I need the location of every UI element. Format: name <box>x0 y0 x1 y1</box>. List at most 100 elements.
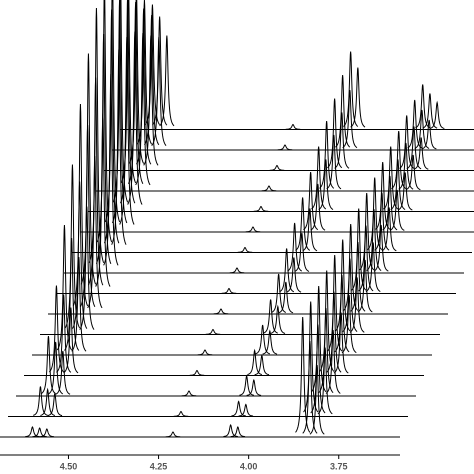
peak <box>413 137 429 170</box>
peak <box>343 51 359 127</box>
peak <box>230 426 246 438</box>
peak <box>310 324 326 414</box>
peak <box>357 259 373 313</box>
peak <box>239 374 254 396</box>
peak <box>223 424 238 438</box>
peak <box>397 172 413 211</box>
peak <box>317 347 333 415</box>
peak <box>197 349 213 356</box>
peak <box>390 159 406 210</box>
peak <box>237 246 253 253</box>
x-tick-label: 4.25 <box>150 461 168 471</box>
peak <box>238 403 254 417</box>
peak <box>40 335 56 395</box>
peak <box>318 159 334 210</box>
peak <box>389 189 405 231</box>
peak <box>32 427 47 438</box>
peak <box>79 206 95 330</box>
peak <box>407 99 423 149</box>
peak <box>181 390 197 397</box>
peak <box>399 115 415 169</box>
peak <box>277 144 293 151</box>
peak <box>245 226 261 233</box>
peak <box>429 100 445 129</box>
peak <box>365 242 381 292</box>
peak <box>374 192 390 251</box>
peak <box>342 89 358 149</box>
peak <box>255 324 271 355</box>
peak <box>221 287 237 294</box>
peak <box>319 120 335 189</box>
peak <box>247 348 262 376</box>
peak <box>279 248 295 293</box>
peak <box>311 146 327 210</box>
peak <box>189 369 205 376</box>
peak <box>63 307 79 374</box>
peak <box>405 154 421 191</box>
peak <box>55 350 71 395</box>
peak <box>310 183 326 231</box>
peak <box>334 112 350 169</box>
peak <box>270 304 286 334</box>
peak <box>229 267 245 274</box>
peak <box>302 208 318 252</box>
peak <box>173 410 189 417</box>
peak <box>71 256 87 352</box>
peak <box>302 340 318 434</box>
peak <box>295 197 311 251</box>
peak <box>33 386 48 416</box>
peak <box>87 155 103 309</box>
peak <box>165 431 181 438</box>
peak <box>335 74 351 148</box>
peak <box>422 93 438 129</box>
peak <box>64 237 80 351</box>
peak <box>261 185 277 192</box>
peak <box>318 307 334 393</box>
peak <box>327 98 343 169</box>
peak <box>213 308 229 315</box>
peak <box>278 281 294 314</box>
peak <box>286 257 302 293</box>
peak <box>287 222 303 272</box>
peak <box>295 316 311 433</box>
peak <box>40 387 55 416</box>
peak <box>72 181 88 329</box>
peak <box>271 273 287 313</box>
peak <box>414 109 430 149</box>
peak <box>48 341 64 395</box>
peak <box>373 224 389 272</box>
peak <box>350 241 366 312</box>
x-tick-label: 4.00 <box>240 461 258 471</box>
peak <box>205 328 221 335</box>
peak <box>262 329 278 355</box>
peak <box>56 294 72 373</box>
peak <box>39 428 55 438</box>
peak <box>334 274 350 353</box>
peak <box>159 35 175 127</box>
peak <box>342 258 358 332</box>
peak <box>326 291 342 373</box>
peak <box>421 119 437 150</box>
peak <box>285 123 301 130</box>
peak <box>333 312 349 374</box>
peak <box>253 205 269 212</box>
peak <box>326 134 342 190</box>
peak <box>406 126 422 170</box>
peak <box>309 364 325 435</box>
peak <box>47 391 63 417</box>
peak <box>263 299 279 334</box>
peak <box>246 378 262 396</box>
peak <box>79 124 96 307</box>
peak <box>231 400 246 417</box>
peak <box>303 171 319 231</box>
peak <box>349 277 365 333</box>
peak <box>350 67 366 128</box>
peak <box>341 294 357 354</box>
peak <box>415 84 431 129</box>
peak <box>381 207 397 252</box>
peak <box>25 426 40 438</box>
peak <box>254 354 270 376</box>
peak <box>398 142 414 190</box>
peak <box>391 130 407 190</box>
